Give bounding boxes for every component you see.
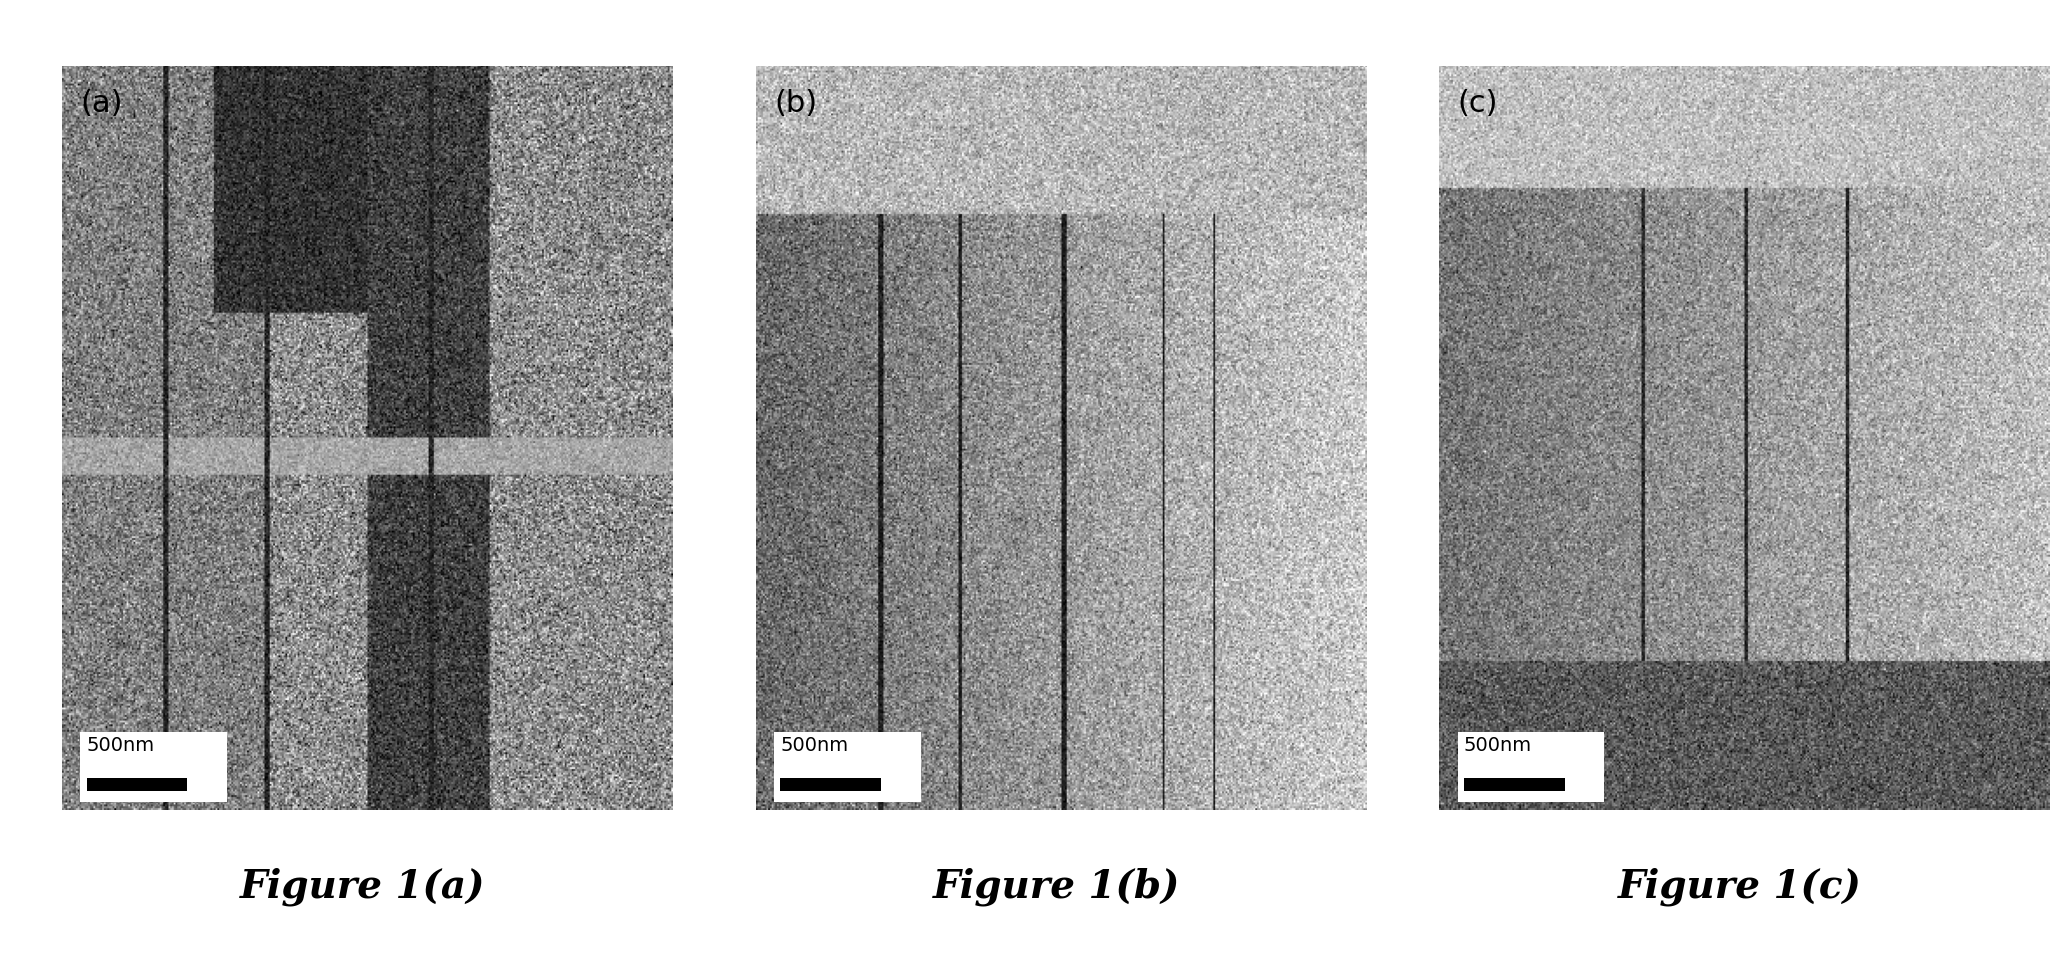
Text: 500nm: 500nm bbox=[1464, 736, 1533, 755]
Bar bbox=[87, 778, 186, 791]
Text: (a): (a) bbox=[81, 89, 122, 118]
Text: (b): (b) bbox=[775, 89, 818, 118]
Text: Figure 1(b): Figure 1(b) bbox=[932, 867, 1180, 905]
Text: Figure 1(c): Figure 1(c) bbox=[1617, 867, 1862, 905]
Text: 500nm: 500nm bbox=[87, 736, 155, 755]
Text: 500nm: 500nm bbox=[781, 736, 849, 755]
Text: Figure 1(a): Figure 1(a) bbox=[240, 867, 485, 905]
Bar bbox=[781, 778, 880, 791]
Bar bbox=[81, 732, 228, 802]
Bar bbox=[1464, 778, 1564, 791]
Text: (c): (c) bbox=[1458, 89, 1497, 118]
Bar bbox=[775, 732, 922, 802]
Bar bbox=[1458, 732, 1605, 802]
